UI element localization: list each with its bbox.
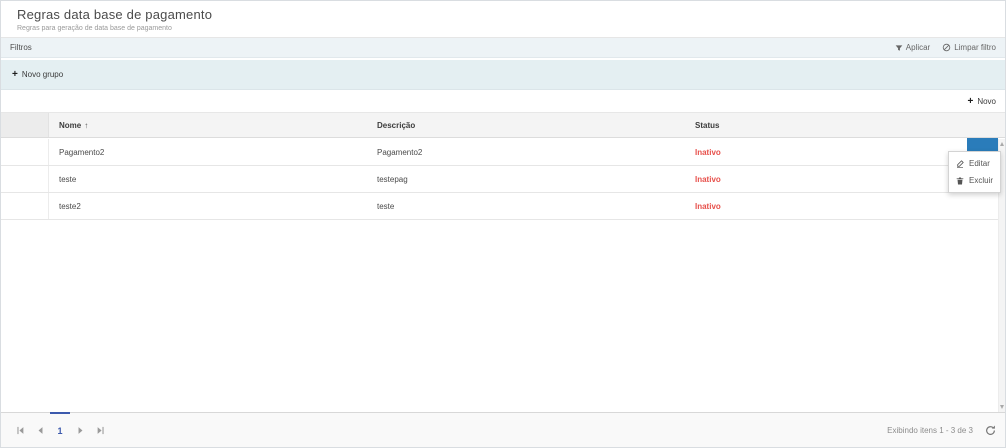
new-group-button[interactable]: + Novo grupo: [12, 68, 64, 80]
new-button[interactable]: + Novo: [967, 95, 996, 107]
header-status-label: Status: [695, 120, 720, 130]
refresh-icon: [985, 425, 996, 436]
pager: 1 Exibindo itens 1 - 3 de 3: [1, 412, 1005, 447]
cell-descricao: Pagamento2: [377, 147, 423, 157]
cell-descricao: teste: [377, 201, 395, 211]
next-page-icon: [76, 426, 85, 435]
status-badge: Inativo: [695, 174, 721, 184]
table-row[interactable]: Pagamento2 Pagamento2 Inativo: [1, 139, 998, 166]
cancel-icon: [942, 43, 951, 52]
header-cell-nome[interactable]: Nome ↑: [49, 113, 367, 137]
prev-page-icon: [36, 426, 45, 435]
prev-page-button[interactable]: [30, 413, 50, 447]
trash-icon: [956, 177, 964, 185]
header-cell-spacer: [1, 113, 49, 137]
cell-nome: teste: [59, 174, 77, 184]
pager-page-1[interactable]: 1: [50, 412, 70, 447]
header-descricao-label: Descrição: [377, 120, 416, 130]
clear-filter-label: Limpar filtro: [954, 43, 996, 52]
table-row[interactable]: teste testepag Inativo: [1, 166, 998, 193]
first-page-icon: [16, 426, 25, 435]
last-page-icon: [96, 426, 105, 435]
filter-bar: Filtros Aplicar Limpar filtro: [1, 37, 1005, 58]
cell-nome: Pagamento2: [59, 147, 105, 157]
page-header: Regras data base de pagamento Regras par…: [1, 1, 1005, 37]
table-row[interactable]: teste2 teste Inativo: [1, 193, 998, 220]
status-badge: Inativo: [695, 201, 721, 211]
pager-info: Exibindo itens 1 - 3 de 3: [887, 425, 973, 435]
header-nome-label: Nome: [59, 120, 82, 130]
new-button-row: + Novo: [1, 90, 1005, 113]
page-subtitle: Regras para geração de data base de paga…: [17, 25, 172, 32]
plus-icon: +: [967, 95, 974, 107]
header-cell-descricao[interactable]: Descrição: [367, 113, 685, 137]
new-group-label: Novo grupo: [21, 70, 64, 79]
menu-item-editar[interactable]: Editar: [949, 155, 1000, 172]
scroll-down-icon[interactable]: [1000, 405, 1004, 409]
apply-filter-label: Aplicar: [905, 43, 931, 52]
clear-filter-button[interactable]: Limpar filtro: [942, 43, 996, 52]
sort-asc-icon: ↑: [84, 120, 89, 130]
header-cell-status[interactable]: Status: [685, 113, 1005, 137]
last-page-button[interactable]: [90, 413, 110, 447]
row-spacer-cell: [1, 139, 49, 165]
apply-filter-button[interactable]: Aplicar: [895, 43, 930, 52]
status-badge: Inativo: [695, 147, 721, 157]
menu-item-excluir[interactable]: Excluir: [949, 172, 1000, 189]
refresh-button[interactable]: [985, 425, 996, 436]
scroll-up-icon[interactable]: [1000, 142, 1004, 146]
grid-body: Pagamento2 Pagamento2 Inativo teste test…: [1, 139, 998, 412]
pager-nav: 1: [10, 412, 110, 447]
first-page-button[interactable]: [10, 413, 30, 447]
pager-right: Exibindo itens 1 - 3 de 3: [887, 413, 996, 447]
context-menu: Editar Excluir: [948, 151, 1002, 193]
vertical-scrollbar[interactable]: [998, 139, 1005, 412]
row-spacer-cell: [1, 193, 49, 219]
funnel-icon: [895, 44, 903, 52]
row-spacer-cell: [1, 166, 49, 192]
page-title: Regras data base de pagamento: [17, 7, 213, 22]
next-page-button[interactable]: [70, 413, 90, 447]
data-grid: Nome ↑ Descrição Status Pagamento2 Pagam…: [1, 112, 1005, 412]
plus-icon: +: [12, 68, 18, 80]
new-group-strip: + Novo grupo: [1, 60, 1005, 90]
filter-actions: Aplicar Limpar filtro: [895, 43, 996, 52]
new-button-label: Novo: [977, 97, 996, 106]
filter-label: Filtros: [10, 43, 32, 52]
menu-item-editar-label: Editar: [969, 159, 990, 168]
cell-nome: teste2: [59, 201, 81, 211]
cell-descricao: testepag: [377, 174, 408, 184]
edit-icon: [956, 159, 964, 168]
menu-item-excluir-label: Excluir: [969, 176, 994, 185]
grid-header: Nome ↑ Descrição Status: [1, 113, 1005, 138]
